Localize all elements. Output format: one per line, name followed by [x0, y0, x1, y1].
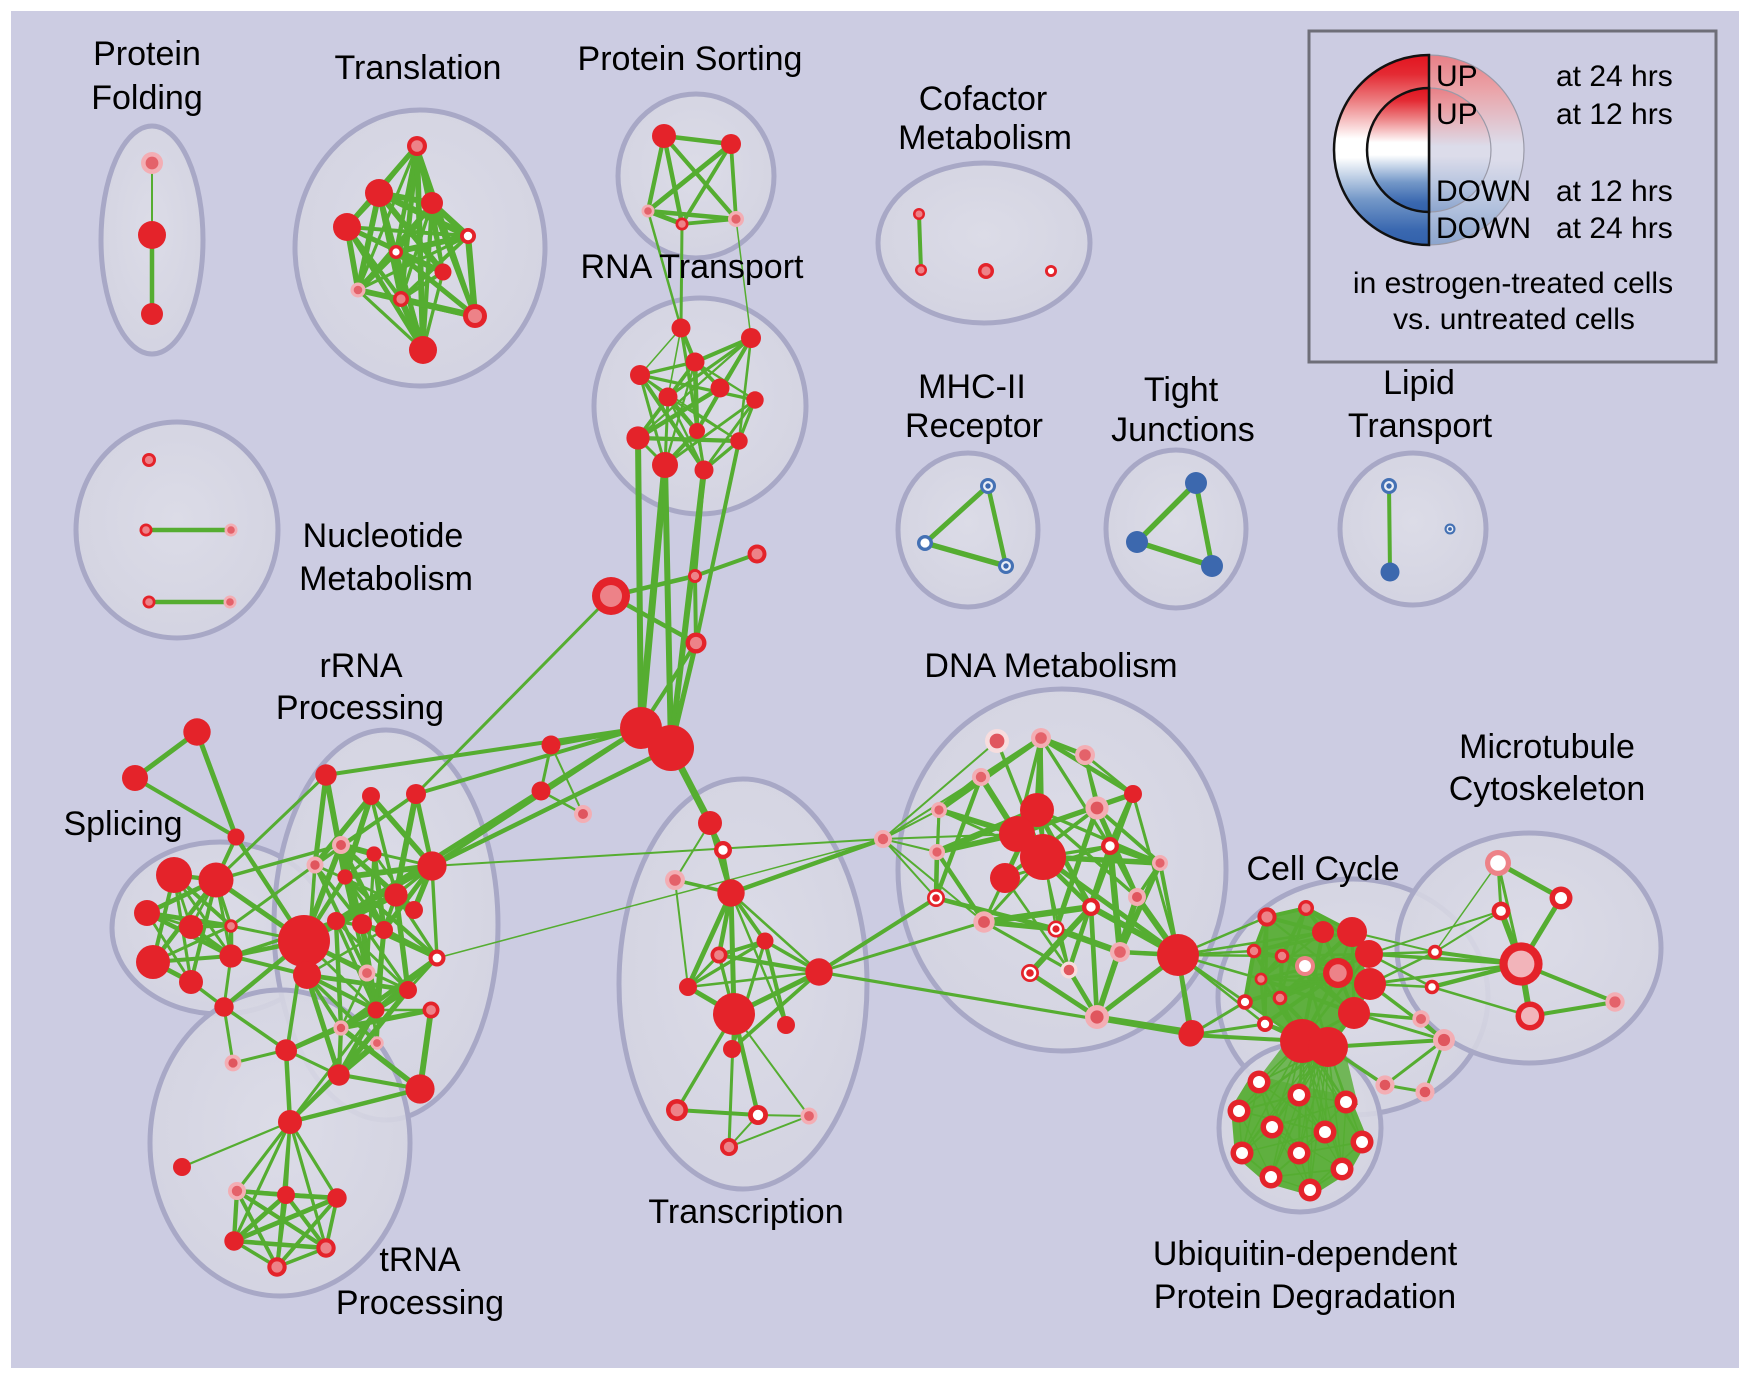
- svg-text:Processing: Processing: [336, 1284, 504, 1322]
- svg-text:Metabolism: Metabolism: [898, 119, 1072, 157]
- svg-text:RNA Transport: RNA Transport: [581, 248, 805, 286]
- svg-text:Nucleotide: Nucleotide: [303, 517, 464, 555]
- svg-text:Cell Cycle: Cell Cycle: [1246, 850, 1399, 888]
- svg-text:in estrogen-treated cells: in estrogen-treated cells: [1353, 267, 1673, 300]
- svg-text:Receptor: Receptor: [905, 407, 1043, 445]
- svg-text:Tight: Tight: [1144, 371, 1219, 409]
- svg-text:Junctions: Junctions: [1111, 411, 1255, 449]
- svg-text:UP: UP: [1436, 60, 1478, 93]
- svg-text:Transcription: Transcription: [648, 1193, 843, 1231]
- svg-text:DOWN: DOWN: [1436, 175, 1531, 208]
- svg-text:Protein Degradation: Protein Degradation: [1154, 1278, 1456, 1316]
- svg-text:tRNA: tRNA: [379, 1241, 461, 1279]
- svg-text:Translation: Translation: [335, 49, 502, 87]
- svg-text:Transport: Transport: [1348, 407, 1493, 445]
- svg-text:rRNA: rRNA: [319, 647, 402, 685]
- svg-text:Protein Sorting: Protein Sorting: [578, 40, 803, 78]
- svg-text:at 12 hrs: at 12 hrs: [1556, 98, 1673, 131]
- svg-text:Processing: Processing: [276, 689, 444, 727]
- svg-text:Cytoskeleton: Cytoskeleton: [1449, 770, 1646, 808]
- svg-text:Cofactor: Cofactor: [919, 80, 1048, 118]
- svg-text:at 24 hrs: at 24 hrs: [1556, 60, 1673, 93]
- svg-text:at 24 hrs: at 24 hrs: [1556, 212, 1673, 245]
- svg-text:Protein: Protein: [93, 35, 201, 73]
- svg-text:Microtubule: Microtubule: [1459, 728, 1635, 766]
- svg-text:Folding: Folding: [91, 79, 203, 117]
- svg-text:UP: UP: [1436, 98, 1478, 131]
- svg-text:vs. untreated cells: vs. untreated cells: [1393, 303, 1635, 336]
- svg-text:Metabolism: Metabolism: [299, 560, 473, 598]
- svg-text:Splicing: Splicing: [63, 805, 182, 843]
- svg-text:Lipid: Lipid: [1383, 364, 1455, 402]
- svg-text:MHC-II: MHC-II: [918, 368, 1026, 406]
- svg-text:Ubiquitin-dependent: Ubiquitin-dependent: [1153, 1235, 1458, 1273]
- svg-text:at 12 hrs: at 12 hrs: [1556, 175, 1673, 208]
- svg-text:DNA Metabolism: DNA Metabolism: [924, 647, 1177, 685]
- svg-text:DOWN: DOWN: [1436, 212, 1531, 245]
